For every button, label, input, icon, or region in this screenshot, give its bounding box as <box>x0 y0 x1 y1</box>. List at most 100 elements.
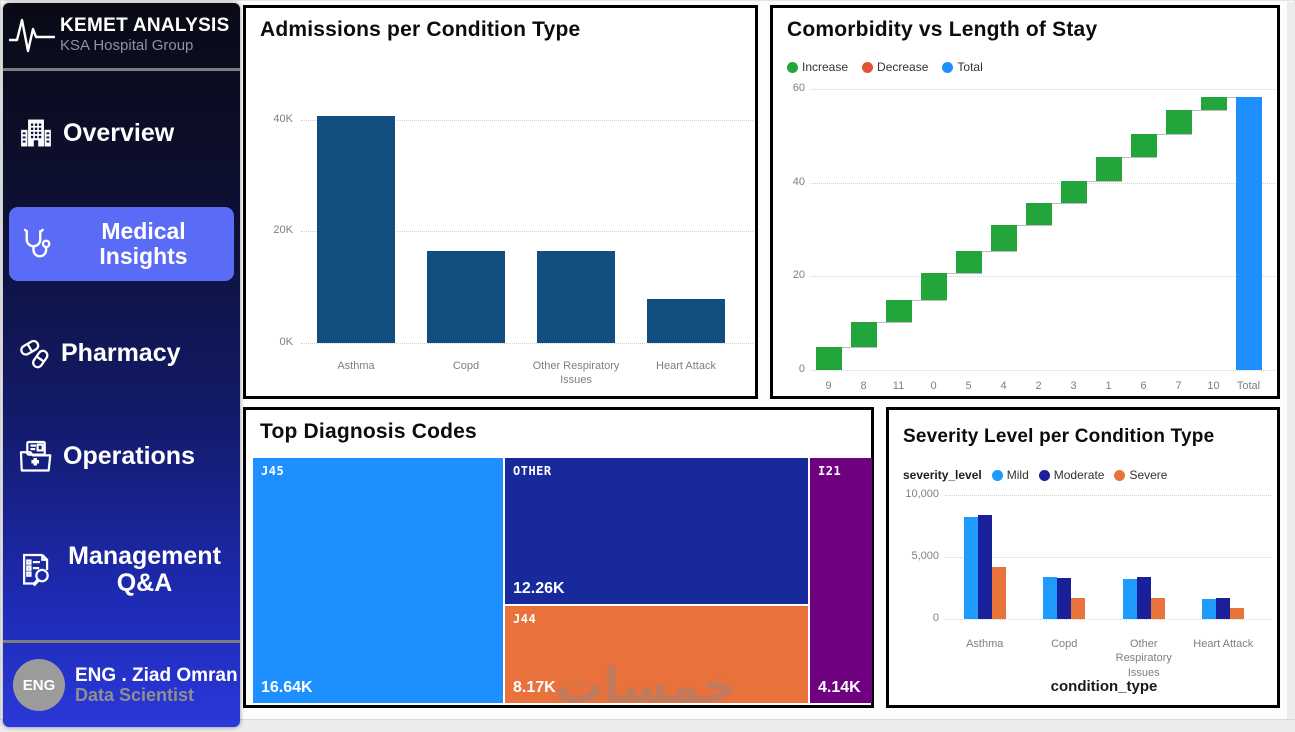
xtick-11: 11 <box>892 380 905 392</box>
waterfall-bar-8[interactable] <box>850 321 877 347</box>
nav-item-label: Operations <box>63 442 195 471</box>
bar-other-respiratory-issues-severe[interactable] <box>1150 597 1165 619</box>
bar-heart-attack-severe[interactable] <box>1230 607 1245 619</box>
waterfall-connector <box>1200 97 1262 99</box>
bar-copd[interactable] <box>427 250 505 343</box>
legend-label: Moderate <box>1053 468 1105 482</box>
nav-item-management-q-a[interactable]: Management Q&A <box>9 531 234 609</box>
waterfall-bar-3[interactable] <box>1060 180 1087 203</box>
waterfall-connector <box>885 299 947 301</box>
waterfall-bar-total[interactable] <box>1235 97 1262 370</box>
nav-item-medical-insights[interactable]: Medical Insights <box>9 206 234 281</box>
brand-subtitle: KSA Hospital Group <box>60 37 194 55</box>
legend-item-increase[interactable]: Increase <box>787 60 848 74</box>
gridline-20K <box>301 231 753 233</box>
treemap-value-label: 4.14K <box>818 679 861 696</box>
legend-dot-total <box>942 61 954 73</box>
bar-asthma[interactable] <box>317 116 395 343</box>
waterfall-connector <box>920 272 982 274</box>
bar-copd-severe[interactable] <box>1071 597 1086 619</box>
treemap-tile-i21[interactable]: I21 4.14K <box>810 458 872 703</box>
bar-heart-attack[interactable] <box>647 299 725 343</box>
ytick-label: 10,000 <box>905 487 939 500</box>
waterfall-bar-9[interactable] <box>815 346 842 370</box>
comorbidity-chart-title: Comorbidity vs Length of Stay <box>787 18 1098 41</box>
gridline-0 <box>811 370 1276 371</box>
treemap-tile-other[interactable]: OTHER 12.26K <box>505 458 808 604</box>
legend-dot-increase <box>787 61 798 73</box>
severity-chart-title: Severity Level per Condition Type <box>903 426 1215 447</box>
xtick-6: 6 <box>1140 380 1147 392</box>
clipboard-search-icon <box>23 553 49 586</box>
waterfall-bar-11[interactable] <box>885 299 912 322</box>
waterfall-bar-10[interactable] <box>1200 97 1227 111</box>
legend-dot-mild <box>991 469 1003 481</box>
nav-item-overview[interactable]: Overview <box>9 102 234 164</box>
xtick-10: 10 <box>1207 380 1220 392</box>
bar-heart-attack-mild[interactable] <box>1202 599 1217 619</box>
nav-item-label: Management Q&A <box>68 541 221 597</box>
xtick-heart-attack: Heart Attack <box>1193 638 1254 650</box>
gridline-5-000 <box>945 556 1271 558</box>
treemap-tile-j45[interactable]: J45 16.64K <box>253 458 503 703</box>
treemap-value-label: 16.64K <box>261 679 313 696</box>
ytick-label: 5,000 <box>911 549 939 562</box>
brand: KEMET ANALYSIS KSA Hospital Group <box>3 3 240 68</box>
severity-plot-area: 0 5,000 10,000 Asthma Copd Other Respiratory … <box>889 410 1277 705</box>
waterfall-bar-4[interactable] <box>990 225 1017 251</box>
waterfall-bar-5[interactable] <box>955 250 982 273</box>
ecg-heartbeat-logo-icon <box>9 18 55 53</box>
waterfall-bar-1[interactable] <box>1095 157 1122 181</box>
xtick-3: 3 <box>1070 380 1077 392</box>
nav-item-pharmacy[interactable]: Pharmacy <box>9 323 234 383</box>
gridline-10-000 <box>945 494 1271 496</box>
page-right-edge <box>1287 2 1295 719</box>
gridline-0K <box>301 343 753 344</box>
sidebar: KEMET ANALYSIS KSA Hospital Group Overvi… <box>3 3 240 727</box>
bar-heart-attack-moderate[interactable] <box>1216 597 1231 619</box>
waterfall-connector <box>1095 157 1157 159</box>
treemap-code-label: OTHER <box>513 464 552 478</box>
legend-item-mild[interactable]: Mild <box>991 468 1029 482</box>
nav-item-label: Pharmacy <box>61 338 181 367</box>
comorbidity-plot-area: 0 20 40 60 9 8 11 0 5 4 2 3 1 6 7 10 Total <box>773 8 1277 396</box>
ytick-label: 20K <box>273 224 293 237</box>
ytick-label: 60 <box>792 82 805 95</box>
bar-copd-mild[interactable] <box>1043 576 1058 619</box>
waterfall-bar-0[interactable] <box>920 272 947 300</box>
legend-label: Decrease <box>877 60 929 74</box>
bar-other-respiratory-issues-mild[interactable] <box>1122 578 1137 619</box>
waterfall-bar-6[interactable] <box>1130 133 1157 158</box>
hospital-icon <box>21 119 51 147</box>
waterfall-connector <box>815 346 877 348</box>
diagnosis-chart-title: Top Diagnosis Codes <box>260 420 477 443</box>
avatar: ENG <box>13 659 65 711</box>
waterfall-bar-2[interactable] <box>1025 203 1052 225</box>
bar-asthma-severe[interactable] <box>991 566 1006 619</box>
bar-asthma-moderate[interactable] <box>977 515 992 619</box>
treemap-code-label: J45 <box>261 464 285 478</box>
waterfall-connector <box>1165 110 1227 112</box>
xtick-copd: Copd <box>1051 638 1078 650</box>
xtick-other-respiratory-issues: Other Respiratory Issues <box>532 360 620 387</box>
waterfall-connector <box>1130 133 1192 135</box>
treemap-tile-j44[interactable]: J44 8.17K <box>505 606 808 703</box>
legend-item-severe[interactable]: Severe <box>1114 468 1167 482</box>
nav-item-label: Overview <box>63 118 175 147</box>
bar-copd-moderate[interactable] <box>1057 578 1072 619</box>
legend-item-decrease[interactable]: Decrease <box>862 60 928 74</box>
legend-item-moderate[interactable]: Moderate <box>1038 468 1105 482</box>
ytick-label: 40 <box>792 175 805 188</box>
footer-user-name: ENG . Ziad Omran <box>75 664 238 686</box>
gridline-40K <box>301 119 753 121</box>
nav-item-operations[interactable]: Operations <box>9 426 234 488</box>
bar-asthma-mild[interactable] <box>963 517 978 619</box>
legend-item-total[interactable]: Total <box>942 60 983 74</box>
legend-label: Mild <box>1006 468 1029 482</box>
bar-other-respiratory-issues[interactable] <box>537 251 615 343</box>
waterfall-bar-7[interactable] <box>1165 110 1192 134</box>
xtick-other-respiratory-issues: Other Respiratory Issues <box>1115 638 1172 679</box>
severity-legend: severity_level Mild Moderate Severe <box>903 468 1167 482</box>
pills-icon <box>20 340 49 369</box>
bar-other-respiratory-issues-moderate[interactable] <box>1136 576 1151 619</box>
